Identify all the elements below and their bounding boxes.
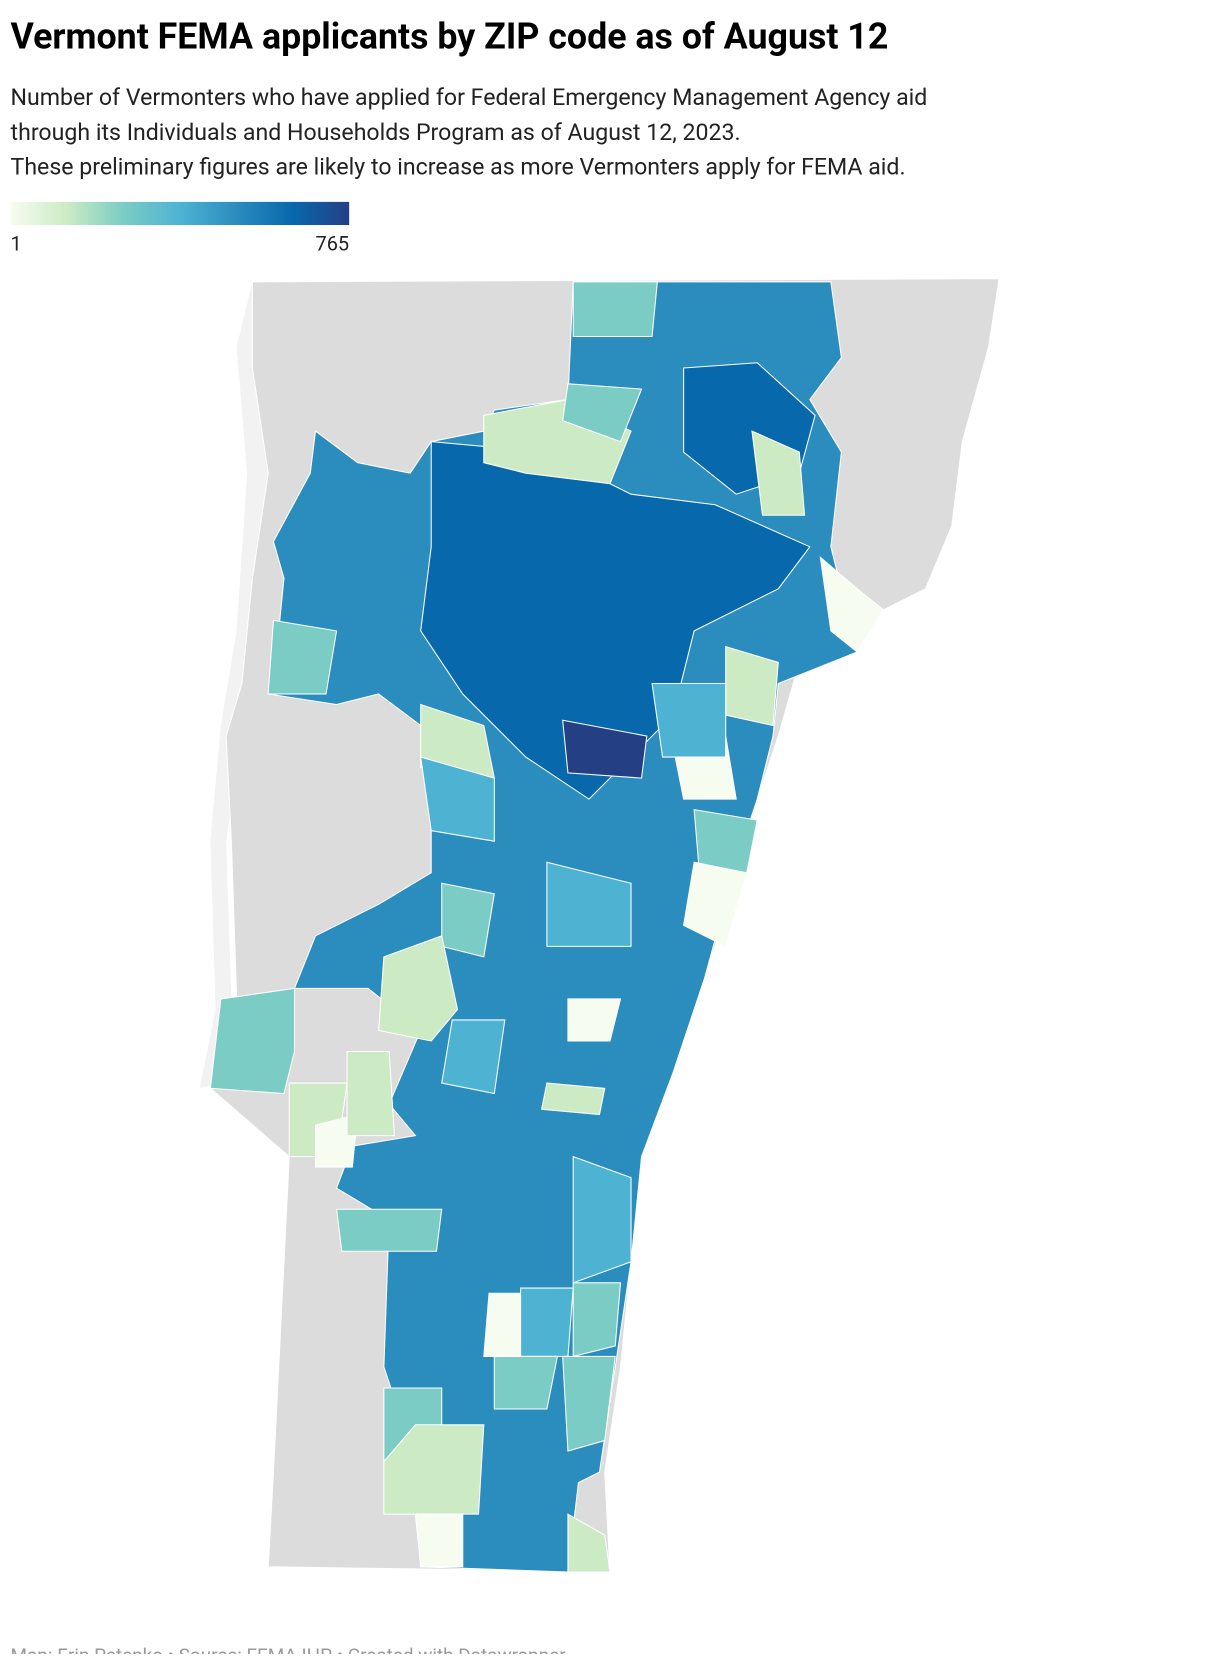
region [420, 756, 495, 842]
region [493, 1355, 559, 1410]
region [572, 1155, 632, 1284]
region [819, 555, 885, 653]
region [441, 1019, 506, 1095]
subtitle-line: through its Individuals and Households P… [11, 119, 741, 146]
region [520, 1287, 574, 1357]
subtitle-line: Number of Vermonters who have applied fo… [11, 84, 928, 111]
title: Vermont FEMA applicants by ZIP code as o… [11, 15, 889, 57]
region [441, 882, 495, 958]
region [651, 682, 727, 758]
legend-max: 765 [315, 231, 349, 255]
region [209, 987, 296, 1095]
region [562, 383, 643, 443]
region [414, 1513, 464, 1568]
footer: Map: Erin Petenko • Source: FEMA IHP • C… [11, 1643, 567, 1654]
subtitle-line: These preliminary figures are likely to … [11, 154, 906, 181]
region [683, 861, 748, 948]
region [562, 719, 648, 779]
region [541, 1082, 606, 1116]
region [572, 1282, 622, 1358]
region [378, 935, 459, 1042]
region [567, 1513, 611, 1573]
legend-bar [10, 201, 350, 226]
region [572, 281, 658, 338]
region [562, 1355, 616, 1452]
region [483, 1292, 522, 1357]
region [346, 1050, 395, 1137]
region [267, 619, 338, 695]
region [335, 1208, 443, 1252]
region [567, 998, 622, 1042]
region [693, 809, 758, 874]
region [751, 430, 806, 516]
map [199, 278, 1000, 1573]
region [546, 861, 632, 947]
legend-min: 1 [11, 231, 22, 255]
